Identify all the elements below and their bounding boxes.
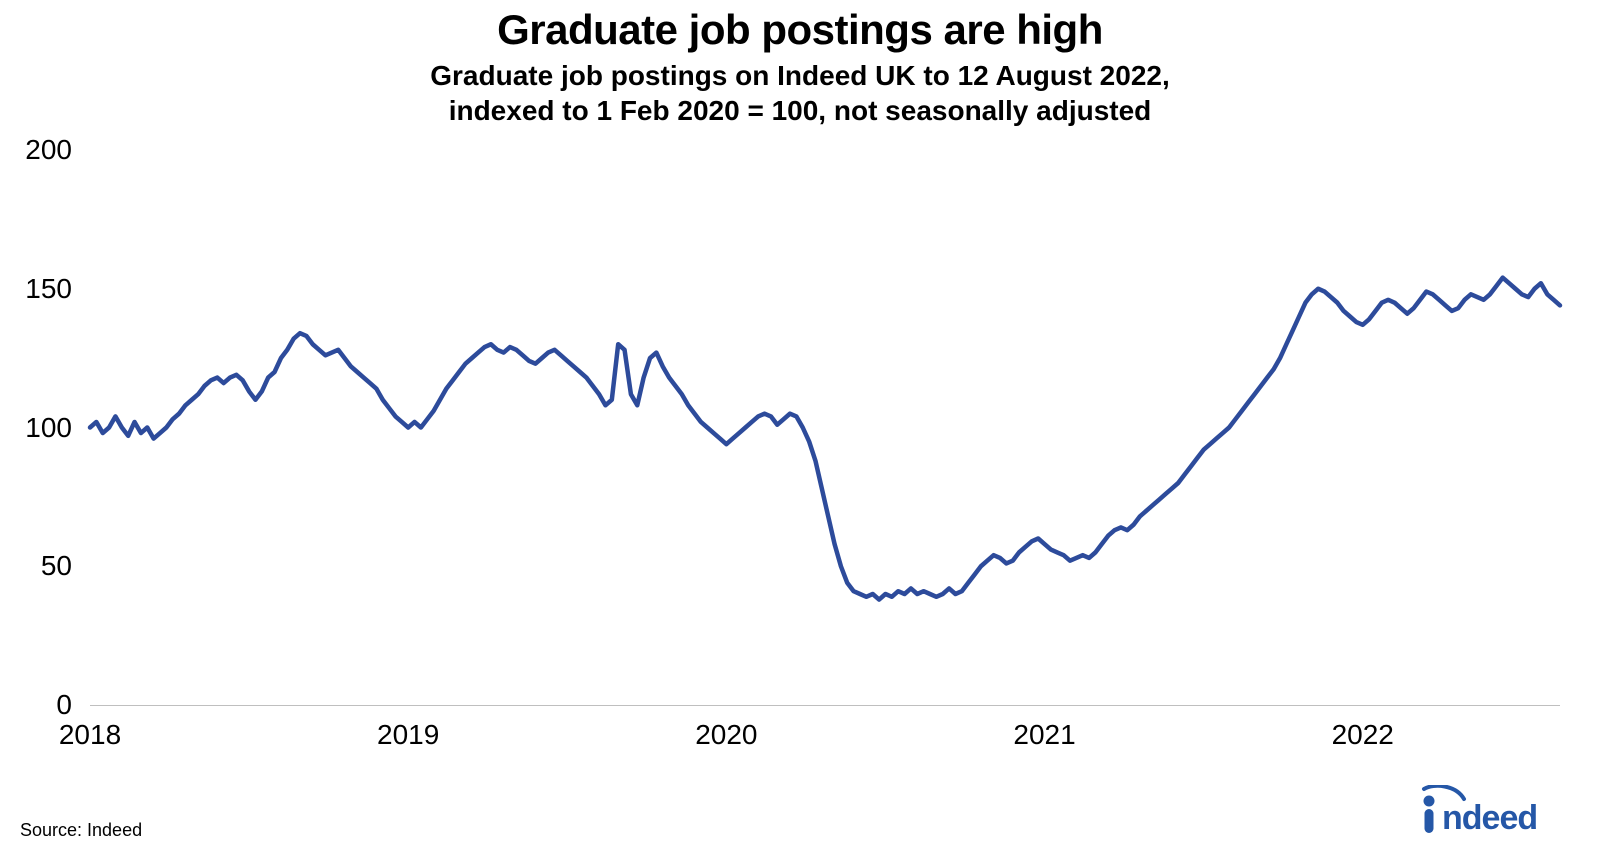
indeed-logo-icon: ndeed (1416, 785, 1576, 835)
x-tick-label: 2022 (1332, 719, 1394, 751)
chart-subtitle: Graduate job postings on Indeed UK to 12… (0, 58, 1600, 128)
x-tick-label: 2020 (695, 719, 757, 751)
plot-area: 05010015020020182019202020212022 (90, 150, 1560, 705)
chart-subtitle-line1: Graduate job postings on Indeed UK to 12… (430, 60, 1170, 91)
y-tick-label: 0 (56, 689, 72, 721)
y-tick-label: 200 (25, 134, 72, 166)
y-tick-label: 100 (25, 412, 72, 444)
chart-subtitle-line2: indexed to 1 Feb 2020 = 100, not seasona… (449, 95, 1152, 126)
chart-svg (90, 150, 1560, 705)
svg-text:ndeed: ndeed (1442, 799, 1537, 835)
y-tick-label: 50 (41, 550, 72, 582)
y-tick-label: 150 (25, 273, 72, 305)
chart-container: Graduate job postings are high Graduate … (0, 0, 1600, 853)
x-axis-line (90, 705, 1560, 706)
chart-title: Graduate job postings are high (0, 6, 1600, 54)
x-tick-label: 2021 (1013, 719, 1075, 751)
x-tick-label: 2018 (59, 719, 121, 751)
series-line (90, 278, 1560, 600)
source-label: Source: Indeed (20, 820, 142, 841)
x-tick-label: 2019 (377, 719, 439, 751)
